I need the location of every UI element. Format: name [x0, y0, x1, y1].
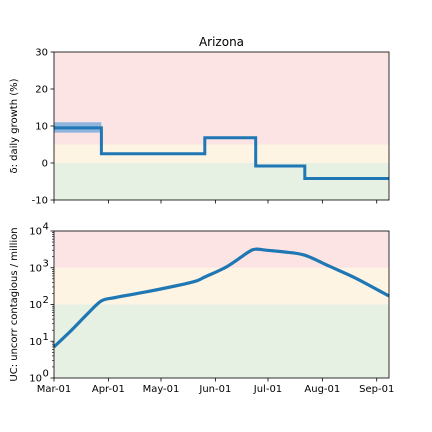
- contagious-y-tick-label: 10: [29, 300, 42, 311]
- growth-bands: [54, 52, 389, 200]
- growth-series-line: [54, 126, 389, 180]
- contagious-band-0: [54, 304, 389, 378]
- x-tick-label: May-01: [143, 384, 180, 395]
- contagious-y-tick-exponent: 3: [43, 258, 49, 269]
- x-tick-label: Aug-01: [304, 384, 340, 395]
- growth-y-ticks: -10 0 10 20 30: [32, 48, 54, 207]
- contagious-y-tick-exponent: 2: [43, 295, 49, 306]
- chart-title: Arizona: [199, 35, 244, 49]
- growth-band-1: [54, 144, 389, 163]
- contagious-bands: [54, 231, 389, 378]
- x-tick-label: Jul-01: [253, 384, 282, 395]
- growth-band-0: [54, 163, 389, 200]
- growth-y-tick-label: 20: [35, 85, 48, 96]
- growth-y-tick-label: 30: [35, 48, 48, 59]
- x-tick-label: Apr-01: [92, 384, 125, 395]
- growth-panel: -10 0 10 20 30 Arizona δ: daily growth (%): [9, 35, 390, 207]
- contagious-y-tick-exponent: 0: [43, 369, 49, 380]
- contagious-y-tick-label: 10: [29, 263, 42, 274]
- contagious-x-ticks: Mar-01 Apr-01 May-01 Jun-01 Jul-01 Aug-01 Sep-…: [37, 378, 394, 395]
- contagious-y-tick-label: 10: [29, 374, 42, 385]
- growth-x-ticks: [53, 200, 378, 204]
- contagious-y-tick-label: 10: [29, 227, 42, 238]
- contagious-band-2: [54, 231, 389, 268]
- growth-y-tick-label: 10: [35, 122, 48, 133]
- contagious-y-axis-label: UC: uncorr contagious / million: [9, 227, 20, 381]
- contagious-y-tick-label: 10: [29, 337, 42, 348]
- growth-band-2: [54, 52, 389, 145]
- x-tick-label: Jun-01: [198, 384, 231, 395]
- contagious-y-tick-exponent: 4: [43, 222, 49, 233]
- contagious-y-tick-exponent: 1: [43, 332, 49, 343]
- x-tick-label: Mar-01: [37, 384, 72, 395]
- growth-y-tick-label: -10: [32, 196, 48, 207]
- growth-y-tick-label: 0: [42, 159, 48, 170]
- growth-y-axis-label: δ: daily growth (%): [9, 78, 20, 173]
- contagious-series-line: [52, 247, 390, 349]
- x-tick-label: Sep-01: [359, 384, 394, 395]
